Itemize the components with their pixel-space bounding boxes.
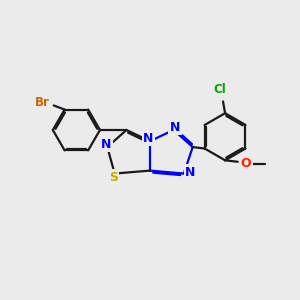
- Text: O: O: [240, 157, 251, 170]
- Text: N: N: [100, 138, 111, 151]
- Text: N: N: [185, 166, 196, 178]
- Text: N: N: [170, 121, 180, 134]
- Text: Br: Br: [34, 96, 50, 109]
- Text: Cl: Cl: [213, 82, 226, 95]
- Text: N: N: [143, 132, 154, 145]
- Text: S: S: [109, 171, 118, 184]
